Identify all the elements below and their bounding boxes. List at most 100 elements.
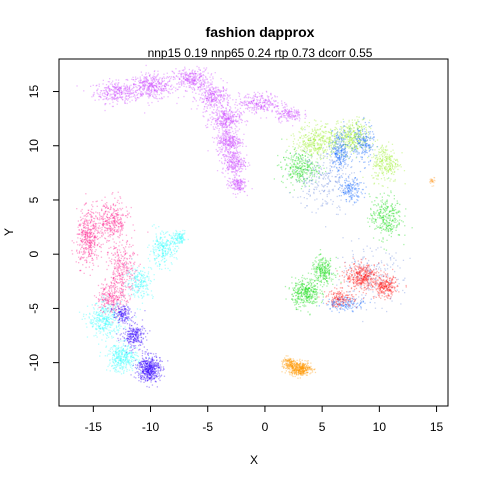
point bbox=[191, 80, 194, 82]
point bbox=[143, 284, 145, 287]
point bbox=[114, 359, 116, 361]
point bbox=[103, 311, 105, 313]
point bbox=[145, 81, 147, 83]
point bbox=[193, 79, 195, 82]
point bbox=[291, 114, 293, 116]
point bbox=[142, 286, 144, 288]
point bbox=[237, 138, 239, 141]
point bbox=[221, 137, 223, 139]
point bbox=[182, 83, 185, 85]
point bbox=[84, 233, 86, 236]
point bbox=[194, 79, 196, 82]
point bbox=[206, 78, 208, 80]
point bbox=[149, 84, 151, 87]
point bbox=[104, 310, 106, 312]
point bbox=[154, 97, 156, 99]
point bbox=[224, 112, 226, 114]
point bbox=[83, 227, 85, 229]
point bbox=[226, 132, 228, 135]
point bbox=[106, 94, 108, 97]
point bbox=[225, 138, 227, 140]
point bbox=[140, 279, 142, 281]
point bbox=[231, 166, 233, 168]
point bbox=[99, 324, 102, 326]
point bbox=[231, 137, 234, 139]
point bbox=[115, 333, 117, 335]
point bbox=[240, 185, 242, 187]
point bbox=[236, 155, 238, 157]
point bbox=[102, 315, 104, 317]
point bbox=[205, 126, 208, 129]
point bbox=[235, 157, 237, 160]
point bbox=[102, 313, 104, 315]
point bbox=[170, 85, 172, 87]
point bbox=[122, 85, 125, 87]
point bbox=[120, 294, 123, 296]
point bbox=[107, 229, 109, 231]
point bbox=[232, 114, 234, 116]
point bbox=[204, 82, 206, 84]
point bbox=[94, 239, 96, 241]
point bbox=[134, 296, 136, 298]
point bbox=[110, 205, 112, 207]
point bbox=[193, 76, 196, 78]
point bbox=[287, 113, 289, 115]
point bbox=[171, 70, 173, 72]
point bbox=[276, 105, 278, 107]
point bbox=[116, 224, 118, 226]
point bbox=[134, 76, 137, 78]
point bbox=[146, 294, 148, 296]
point bbox=[139, 78, 141, 80]
point bbox=[224, 136, 226, 138]
point bbox=[124, 297, 126, 300]
point bbox=[155, 86, 158, 88]
point bbox=[161, 243, 163, 246]
point bbox=[109, 294, 111, 296]
point bbox=[229, 115, 231, 117]
point bbox=[220, 105, 222, 107]
point bbox=[223, 88, 225, 91]
point bbox=[205, 97, 208, 100]
point bbox=[117, 226, 119, 228]
point bbox=[245, 185, 247, 187]
point bbox=[229, 138, 231, 140]
point bbox=[100, 97, 102, 99]
point bbox=[142, 92, 144, 94]
point bbox=[108, 218, 110, 221]
point bbox=[129, 361, 131, 364]
point bbox=[115, 353, 118, 355]
point bbox=[120, 269, 122, 271]
point bbox=[88, 246, 90, 248]
point bbox=[190, 83, 192, 85]
point bbox=[123, 354, 125, 356]
point bbox=[125, 266, 128, 268]
point bbox=[110, 94, 112, 96]
point bbox=[124, 285, 127, 287]
point bbox=[172, 78, 175, 81]
point bbox=[132, 251, 134, 253]
point bbox=[147, 85, 149, 87]
point bbox=[196, 79, 199, 81]
point bbox=[187, 77, 189, 80]
point bbox=[247, 165, 249, 167]
point bbox=[113, 93, 115, 95]
point bbox=[108, 221, 110, 223]
point bbox=[113, 222, 115, 224]
point bbox=[83, 226, 85, 229]
point bbox=[221, 96, 223, 98]
point bbox=[164, 85, 166, 87]
point bbox=[157, 256, 159, 258]
point bbox=[141, 281, 143, 283]
point bbox=[148, 83, 150, 85]
point bbox=[245, 145, 247, 147]
point bbox=[189, 76, 191, 78]
point bbox=[161, 77, 164, 79]
point bbox=[184, 79, 186, 81]
point bbox=[232, 120, 234, 122]
point bbox=[149, 82, 151, 84]
point bbox=[101, 283, 103, 285]
point bbox=[111, 321, 114, 323]
point bbox=[224, 157, 226, 160]
point bbox=[210, 94, 212, 96]
point bbox=[88, 239, 91, 242]
